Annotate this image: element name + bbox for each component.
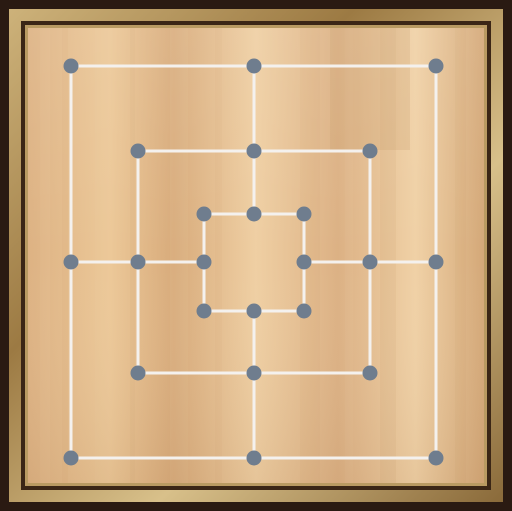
point-middle-bottom-right[interactable] — [362, 365, 378, 381]
point-outer-mid-right[interactable] — [428, 254, 444, 270]
point-outer-top-right[interactable] — [428, 58, 444, 74]
point-middle-mid-left[interactable] — [130, 254, 146, 270]
point-outer-mid-left[interactable] — [63, 254, 79, 270]
board-points — [63, 58, 444, 466]
point-middle-top-mid[interactable] — [246, 143, 262, 159]
point-middle-bottom-left[interactable] — [130, 365, 146, 381]
point-inner-top-right[interactable] — [296, 206, 312, 222]
point-inner-bottom-left[interactable] — [196, 303, 212, 319]
point-inner-top-mid[interactable] — [246, 206, 262, 222]
point-outer-bottom-left[interactable] — [63, 450, 79, 466]
point-inner-mid-right[interactable] — [296, 254, 312, 270]
point-inner-bottom-right[interactable] — [296, 303, 312, 319]
point-outer-bottom-mid[interactable] — [246, 450, 262, 466]
point-middle-bottom-mid[interactable] — [246, 365, 262, 381]
point-outer-top-mid[interactable] — [246, 58, 262, 74]
wood-shade — [28, 28, 484, 483]
point-inner-mid-left[interactable] — [196, 254, 212, 270]
point-outer-top-left[interactable] — [63, 58, 79, 74]
point-middle-top-left[interactable] — [130, 143, 146, 159]
point-inner-top-left[interactable] — [196, 206, 212, 222]
point-inner-bottom-mid[interactable] — [246, 303, 262, 319]
point-middle-top-right[interactable] — [362, 143, 378, 159]
point-outer-bottom-right[interactable] — [428, 450, 444, 466]
point-middle-mid-right[interactable] — [362, 254, 378, 270]
